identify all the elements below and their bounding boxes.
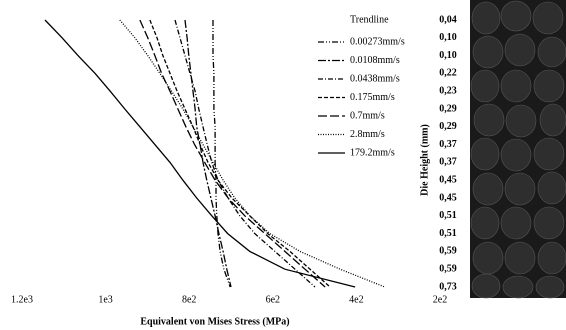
trendline <box>150 20 330 287</box>
legend-label: 0.7mm/s <box>350 110 385 121</box>
y-axis-title: Die Height (mm) <box>419 124 430 196</box>
particle-image <box>470 0 566 298</box>
y-tick-label: 0,73 <box>439 281 457 292</box>
legend-label: 0.0108mm/s <box>350 55 400 66</box>
trendline <box>140 20 325 287</box>
x-axis-title: Equivalent von Mises Stress (MPa) <box>140 316 289 327</box>
chart: Equivalent von Mises Stress (MPa) Die He… <box>0 0 566 330</box>
y-tick-label: 0,22 <box>439 68 457 79</box>
y-tick-label: 0,51 <box>439 228 457 239</box>
y-tick-label: 0,37 <box>439 157 457 168</box>
y-tick-label: 0,10 <box>439 50 457 61</box>
legend-label: 2.8mm/s <box>350 129 385 140</box>
y-tick-label: 0,29 <box>439 121 457 132</box>
legend-label: 0.00273mm/s <box>350 36 405 47</box>
x-tick-label: 1.2e3 <box>11 294 33 305</box>
legend-title: Trendline <box>350 14 389 25</box>
y-tick-label: 0,59 <box>439 263 457 274</box>
trendline <box>120 20 385 287</box>
y-tick-label: 0,59 <box>439 246 457 257</box>
y-tick-label: 0,29 <box>439 103 457 114</box>
y-tick-label: 0,37 <box>439 139 457 150</box>
y-tick-label: 0,51 <box>439 210 457 221</box>
y-tick-label: 0,23 <box>439 85 457 96</box>
x-tick-label: 6e2 <box>266 294 280 305</box>
x-tick-label: 1e3 <box>98 294 112 305</box>
legend-label: 0.0438mm/s <box>350 73 400 84</box>
y-tick-label: 0,10 <box>439 32 457 43</box>
x-tick-label: 4e2 <box>349 294 363 305</box>
x-tick-label: 2e2 <box>433 294 447 305</box>
legend-label: 0.175mm/s <box>350 92 395 103</box>
x-tick-label: 8e2 <box>182 294 196 305</box>
y-tick-label: 0,04 <box>439 14 457 25</box>
y-tick-label: 0,45 <box>439 192 457 203</box>
legend-label: 179.2mm/s <box>350 147 395 158</box>
y-tick-label: 0,45 <box>439 174 457 185</box>
